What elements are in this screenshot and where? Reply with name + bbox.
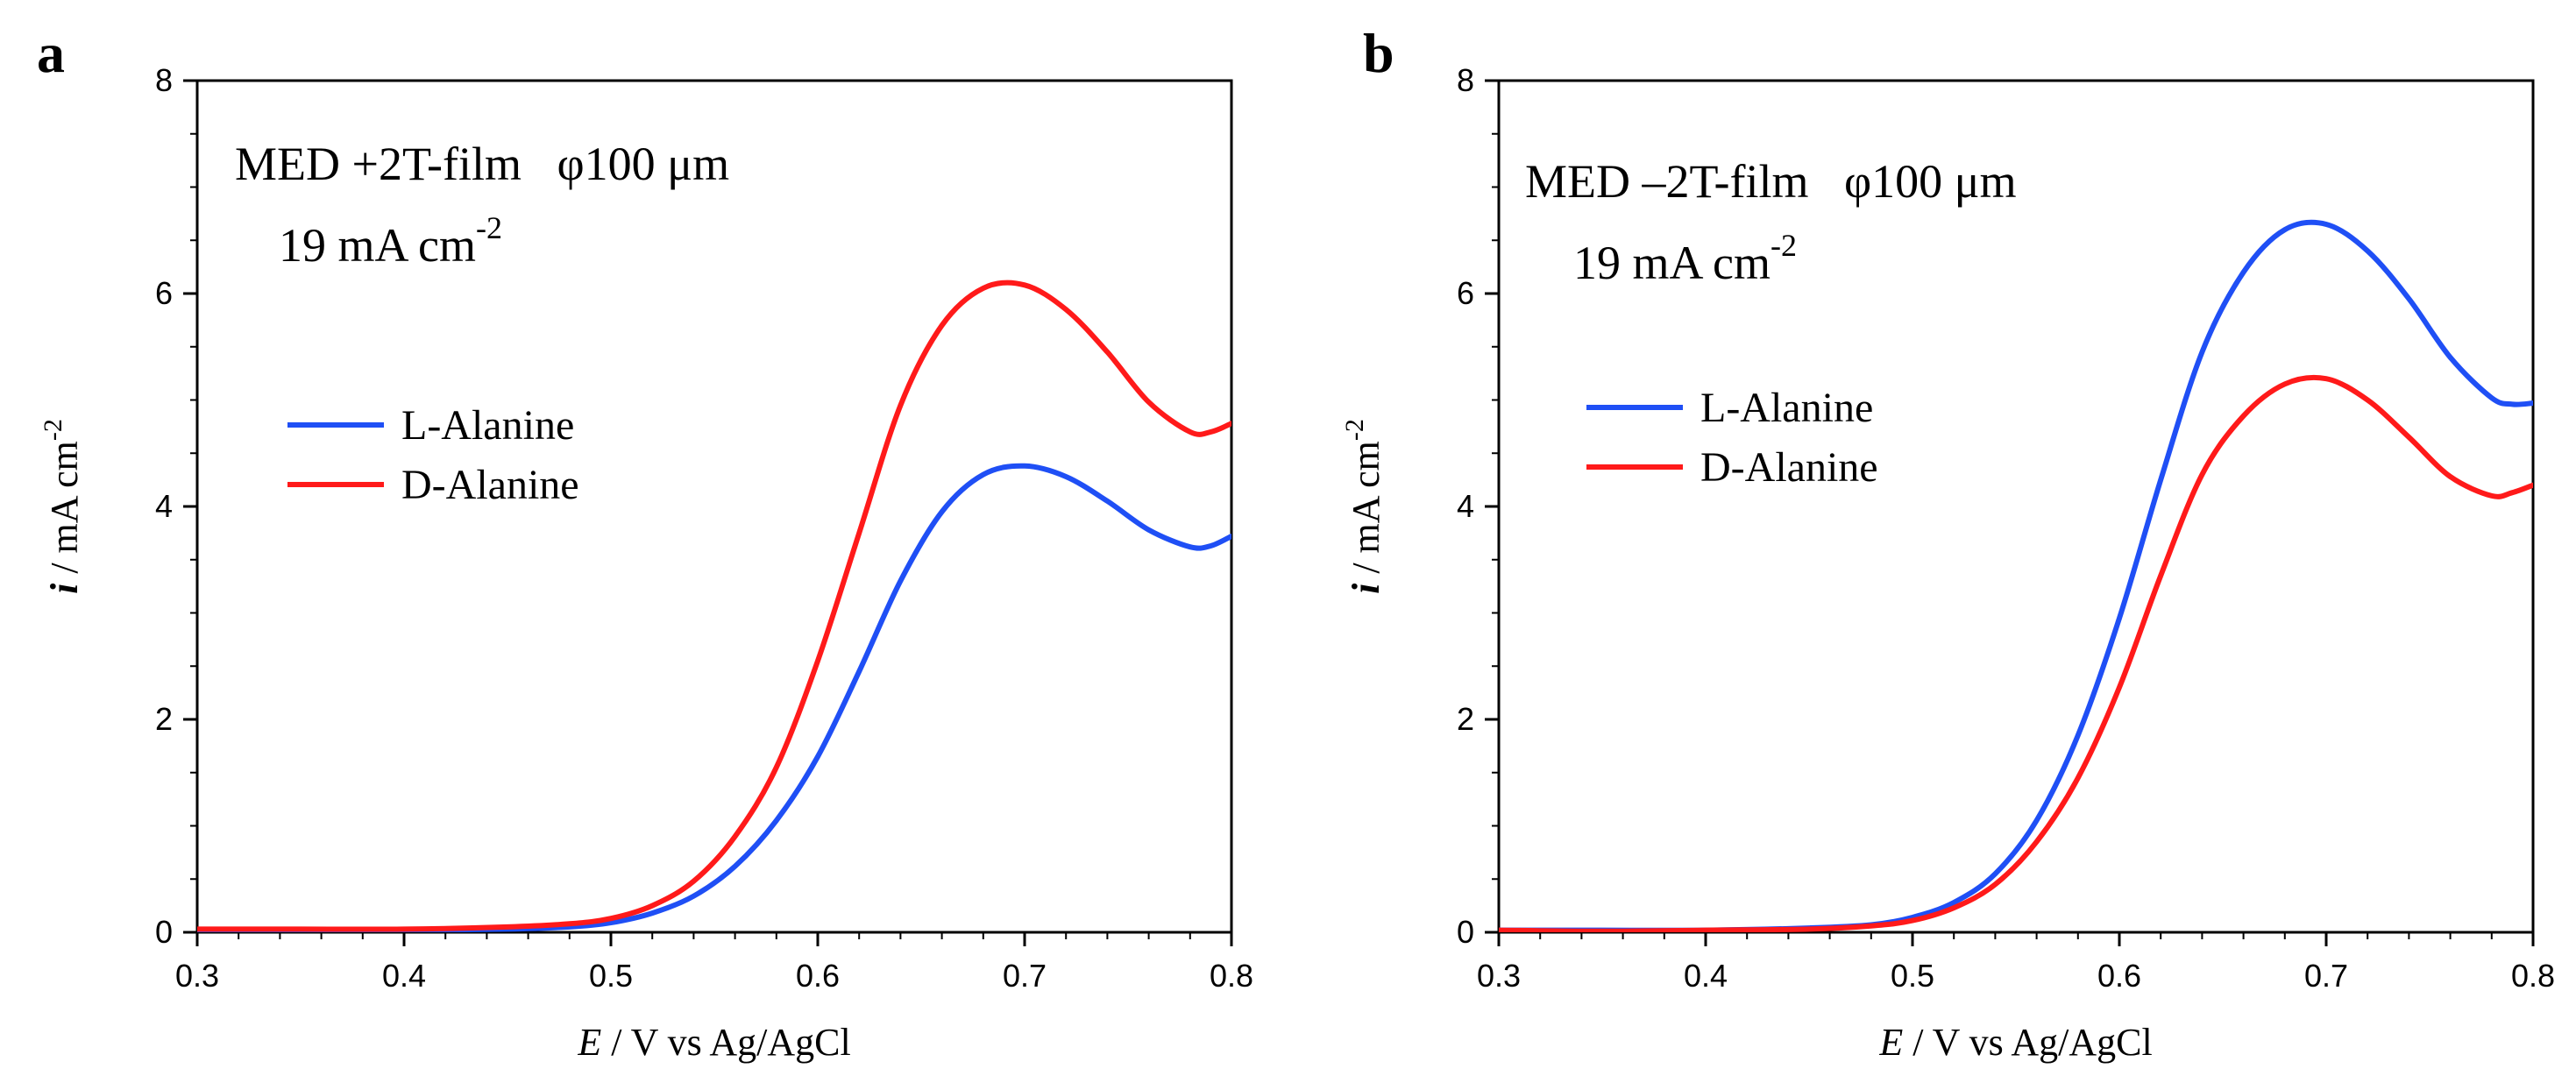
legend-label-d-alanine: D-Alanine [1700, 444, 1878, 491]
y-tick-label: 8 [1457, 62, 1474, 98]
annotation-film: MED +2T-film φ100 μm [235, 138, 729, 190]
x-axis-symbol: E [1878, 1021, 1903, 1064]
annotation-current-density-value: 19 mA cm [279, 219, 476, 272]
x-tick-label: 0.6 [2097, 958, 2141, 994]
annotation-current-density: 19 mA cm-2 [279, 210, 502, 272]
x-axis-symbol: E [577, 1021, 601, 1064]
y-axis-unit-exponent: -2 [39, 419, 67, 441]
series-line-d-alanine [1499, 374, 2533, 932]
x-tick-label: 0.3 [1477, 958, 1521, 994]
y-tick-label: 4 [155, 488, 173, 524]
x-tick-label: 0.4 [382, 958, 426, 994]
annotation-film: MED –2T-film φ100 μm [1525, 155, 2017, 208]
series-line-d-alanine [197, 280, 1231, 932]
y-axis-symbol: i [1345, 583, 1387, 594]
x-tick-label: 0.4 [1684, 958, 1728, 994]
annotation-current-density: 19 mA cm-2 [1573, 228, 1797, 289]
y-axis-unit: / mA cm [43, 441, 86, 584]
panel-label: a [37, 22, 65, 84]
annotation-current-density-value: 19 mA cm [1573, 237, 1771, 289]
legend-label-d-alanine: D-Alanine [401, 462, 579, 508]
plot-frame [1497, 79, 2535, 934]
panel-label: b [1363, 22, 1394, 84]
x-tick-label: 0.5 [1891, 958, 1934, 994]
x-axis-unit: / V vs Ag/AgCl [601, 1021, 850, 1064]
x-tick-label: 0.8 [1210, 958, 1253, 994]
y-tick-label: 0 [155, 914, 173, 950]
y-axis-unit-exponent: -2 [1340, 419, 1369, 441]
plot-frame [195, 79, 1233, 934]
y-axis-unit: / mA cm [1345, 441, 1387, 584]
y-axis-symbol: i [43, 583, 86, 594]
legend-label-l-alanine: L-Alanine [401, 402, 574, 449]
x-tick-label: 0.3 [175, 958, 219, 994]
y-tick-label: 8 [155, 62, 173, 98]
x-tick-label: 0.5 [589, 958, 633, 994]
x-axis-title: E / V vs Ag/AgCl [577, 1021, 850, 1064]
panel-a: a 0.3 0.4 0.5 0.6 0.7 0.8 0 2 4 6 8 E / V vs Ag/AgCl… [37, 22, 1253, 1064]
y-tick-label: 0 [1457, 914, 1474, 950]
annotation-current-density-exponent: -2 [1771, 228, 1797, 263]
x-axis-unit: / V vs Ag/AgCl [1903, 1021, 2152, 1064]
x-tick-label: 0.8 [2511, 958, 2555, 994]
y-tick-label: 6 [1457, 275, 1474, 311]
x-tick-label: 0.7 [2304, 958, 2348, 994]
y-tick-label: 6 [155, 275, 173, 311]
annotation-current-density-exponent: -2 [476, 210, 502, 245]
y-tick-label: 4 [1457, 488, 1474, 524]
legend-label-l-alanine: L-Alanine [1700, 385, 1873, 431]
y-axis-title: i / mA cm-2 [1340, 419, 1387, 594]
x-axis-title: E / V vs Ag/AgCl [1878, 1021, 2152, 1064]
y-tick-label: 2 [1457, 701, 1474, 737]
x-tick-label: 0.6 [796, 958, 840, 994]
panel-b: b 0.3 0.4 0.5 0.6 0.7 0.8 0 2 4 6 8 E / V vs Ag/AgCl… [1340, 22, 2555, 1064]
y-tick-label: 2 [155, 701, 173, 737]
series-line-l-alanine [1499, 219, 2533, 932]
x-tick-label: 0.7 [1003, 958, 1047, 994]
y-axis-title: i / mA cm-2 [39, 419, 86, 594]
